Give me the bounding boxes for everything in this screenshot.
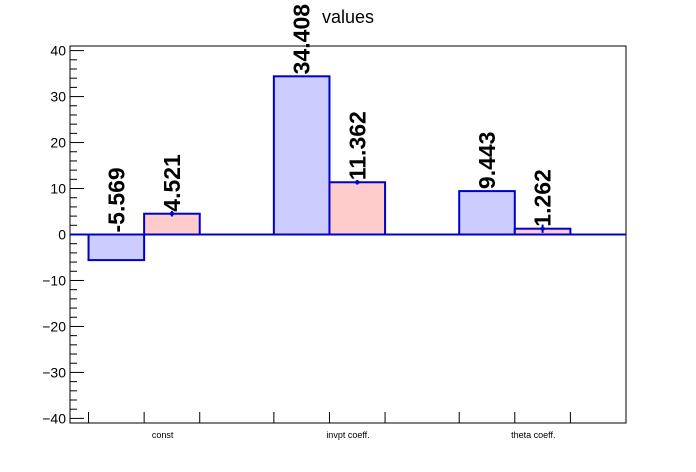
x-tick-label: invpt coeff.: [326, 430, 369, 440]
y-tick-label: 40: [50, 43, 66, 59]
y-tick-label: −40: [42, 410, 66, 426]
bar-invpt-coeff--2: [328, 181, 387, 236]
bars: [70, 75, 626, 262]
y-tick-label: 30: [50, 89, 66, 105]
x-axis: const invpt coeff. theta coeff.: [88, 412, 571, 440]
y-tick-label: −10: [42, 272, 66, 288]
bar-const-1: [87, 233, 146, 262]
x-tick-label: const: [152, 430, 174, 440]
bar-theta-coeff--1: [458, 190, 516, 236]
y-tick-label: −20: [42, 318, 66, 334]
data-label: 11.362: [344, 111, 370, 180]
data-label: 9.443: [474, 132, 500, 190]
data-label: 34.408: [289, 4, 315, 75]
y-tick-label: −30: [42, 364, 66, 380]
x-tick-label: theta coeff.: [511, 430, 555, 440]
chart-title: values: [322, 7, 374, 27]
data-labels: -5.569 34.408 9.443 4.521 11.362 1.262: [103, 4, 555, 233]
y-tick-label: 20: [50, 135, 66, 151]
data-label: 4.521: [159, 154, 185, 212]
data-label: -5.569: [103, 167, 129, 232]
bar-invpt-coeff--1: [272, 75, 331, 236]
bar-const-2: [143, 212, 201, 236]
data-label: 1.262: [530, 169, 556, 227]
y-tick-label: 0: [58, 227, 66, 243]
y-tick-label: 10: [50, 181, 66, 197]
